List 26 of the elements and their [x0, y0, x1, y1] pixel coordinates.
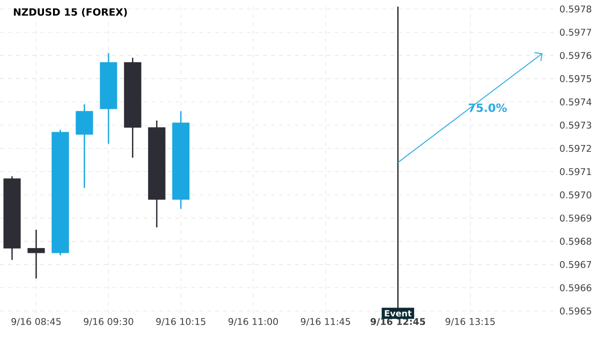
candlestick	[76, 104, 94, 189]
candlestick	[28, 229, 45, 280]
y-tick-label: 0.5965	[560, 308, 592, 315]
x-tick-label: 9/16 11:45	[300, 318, 350, 326]
y-tick-label: 0.5973	[560, 122, 592, 129]
x-tick-label: 9/16 12:45	[370, 318, 426, 326]
x-tick-label: 9/16 08:45	[11, 318, 61, 326]
y-tick-label: 0.5969	[560, 214, 592, 222]
y-tick-label: 0.5967	[560, 261, 592, 268]
chart-title: NZDUSD 15 (FOREX)	[14, 8, 127, 17]
y-tick-label: 0.5975	[560, 75, 592, 82]
y-tick-label: 0.5971	[560, 168, 592, 176]
y-tick-label: 0.5976	[560, 52, 592, 59]
x-tick-label: 9/16 13:15	[446, 318, 495, 326]
y-tick-label: 0.5978	[560, 5, 592, 12]
x-tick-label: 9/16 11:00	[228, 318, 278, 326]
y-tick-label: 0.5970	[560, 191, 592, 198]
y-tick-label: 0.5972	[560, 144, 591, 152]
x-tick-label: 9/16 09:30	[84, 318, 134, 326]
x-tick-label: 9/16 10:15	[156, 318, 206, 326]
y-tick-label: 0.5966	[560, 284, 592, 292]
annotation: 75.0%	[468, 103, 507, 112]
y-tick-label: 0.5968	[560, 238, 592, 245]
y-tick-label: 0.5974	[560, 98, 592, 106]
ref-line-label: Event	[384, 310, 412, 317]
y-tick-label: 0.5977	[560, 28, 592, 36]
